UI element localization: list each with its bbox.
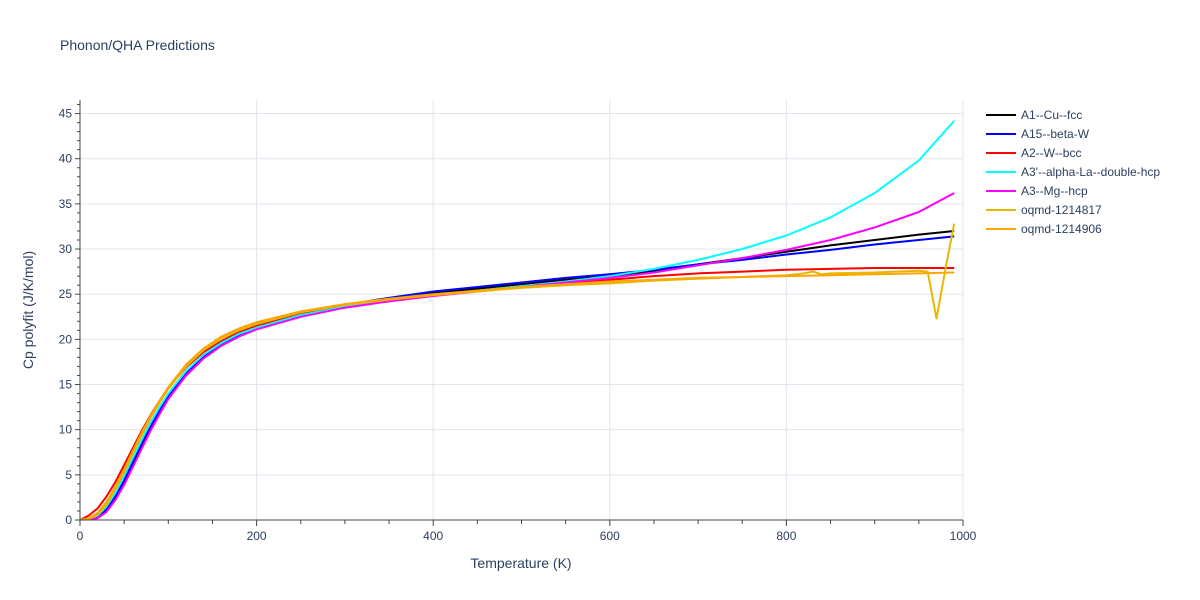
x-tick-label: 1000 xyxy=(950,529,977,543)
x-tick-label: 800 xyxy=(776,529,796,543)
legend-label-1: A15--beta-W xyxy=(1021,127,1090,141)
legend-label-6: oqmd-1214906 xyxy=(1021,222,1102,236)
legend-label-5: oqmd-1214817 xyxy=(1021,203,1102,217)
y-axis-title: Cp polyfit (J/K/mol) xyxy=(20,251,36,369)
x-tick-label: 400 xyxy=(423,529,443,543)
y-tick-label: 30 xyxy=(59,242,73,256)
y-tick-label: 20 xyxy=(59,332,73,346)
y-tick-label: 45 xyxy=(59,107,73,121)
y-tick-label: 0 xyxy=(65,513,72,527)
y-tick-label: 5 xyxy=(65,468,72,482)
x-tick-label: 600 xyxy=(600,529,620,543)
y-tick-label: 10 xyxy=(59,423,73,437)
x-axis-title: Temperature (K) xyxy=(470,555,571,571)
plot-area xyxy=(80,120,956,520)
y-tick-label: 40 xyxy=(59,152,73,166)
legend-label-0: A1--Cu--fcc xyxy=(1021,108,1082,122)
x-tick-label: 0 xyxy=(77,529,84,543)
x-tick-label: 200 xyxy=(247,529,267,543)
y-tick-label: 15 xyxy=(59,378,73,392)
legend: A1--Cu--fcc A15--beta-W A2--W--bcc A3'--alp… xyxy=(986,108,1160,236)
y-tick-label: 25 xyxy=(59,287,73,301)
series-line-2 xyxy=(80,267,955,520)
series-line-6 xyxy=(80,271,955,520)
grid xyxy=(80,100,964,520)
legend-label-4: A3--Mg--hcp xyxy=(1021,184,1088,198)
series-line-4 xyxy=(80,192,955,520)
series-line-3 xyxy=(80,120,955,520)
chart-title: Phonon/QHA Predictions xyxy=(60,37,215,53)
axes: 0 200 400 600 800 1000 0 5 10 15 20 25 30 35 40 45 xyxy=(59,100,977,543)
legend-label-3: A3'--alpha-La--double-hcp xyxy=(1021,165,1160,179)
y-tick-label: 35 xyxy=(59,197,73,211)
legend-label-2: A2--W--bcc xyxy=(1021,146,1081,160)
